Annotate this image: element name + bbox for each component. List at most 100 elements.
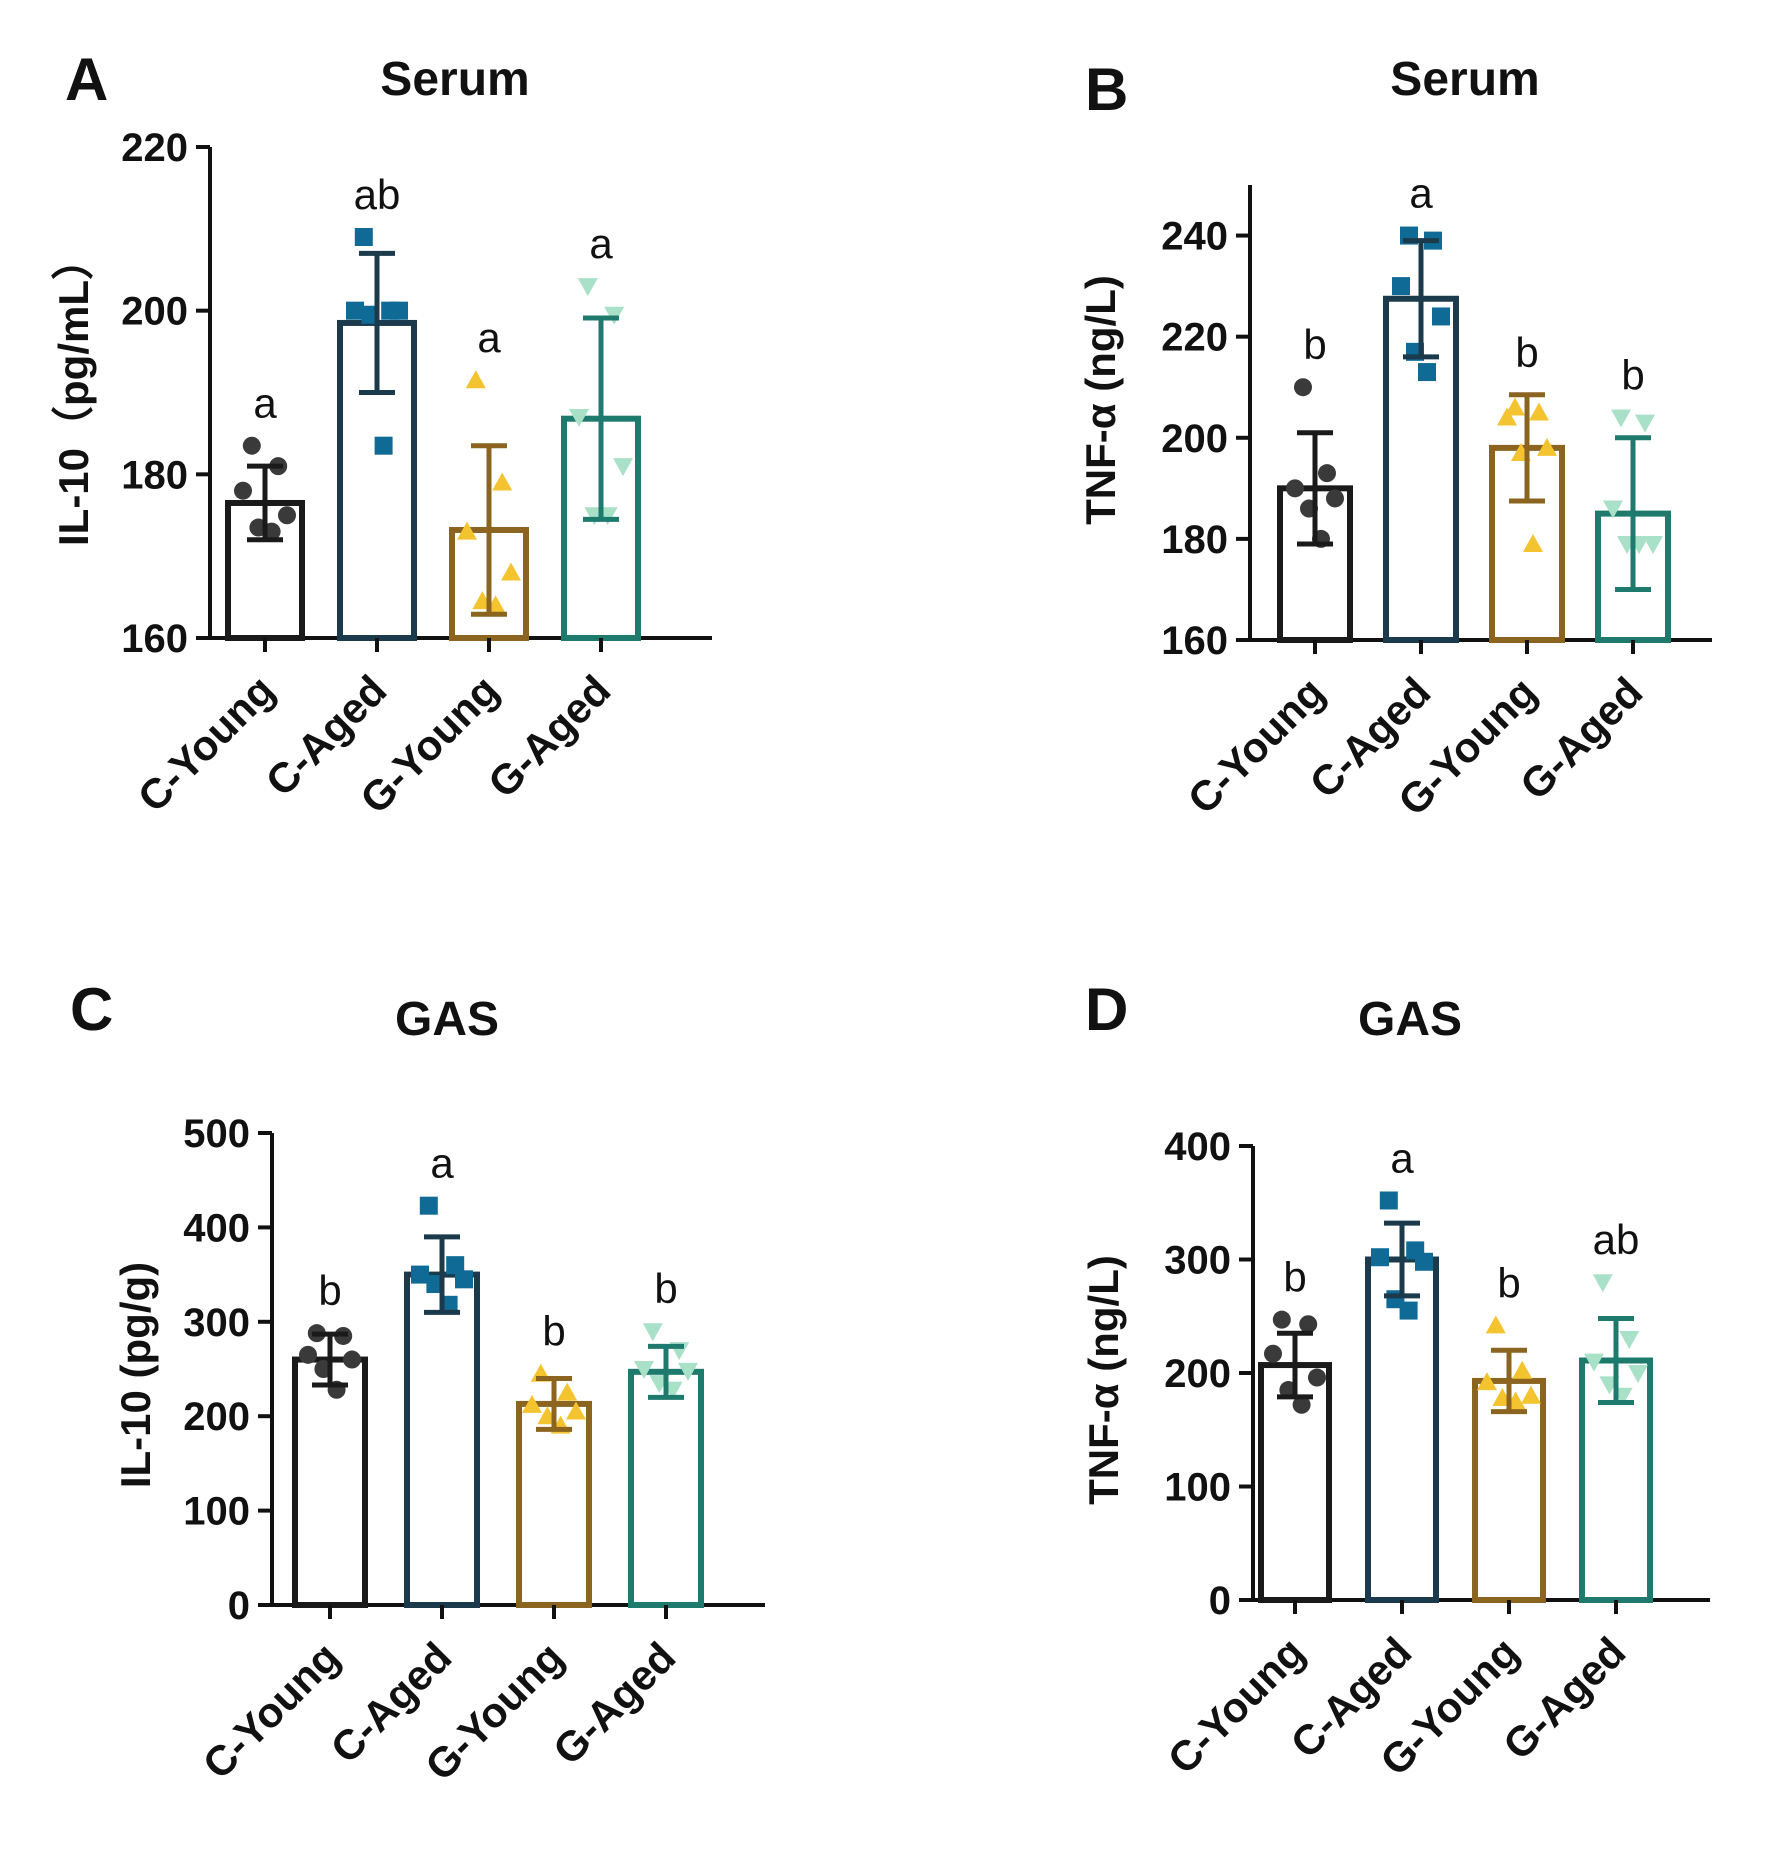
significance-label: b bbox=[1515, 329, 1538, 376]
data-point bbox=[1505, 397, 1525, 416]
data-point bbox=[1399, 1301, 1418, 1320]
panel-letter: C bbox=[70, 976, 113, 1043]
data-point bbox=[1537, 437, 1557, 456]
y-tick-label: 400 bbox=[183, 1206, 250, 1250]
y-tick-label: 100 bbox=[1164, 1466, 1231, 1510]
data-point bbox=[1318, 464, 1336, 483]
data-point bbox=[1521, 1385, 1541, 1404]
data-point bbox=[1264, 1344, 1282, 1363]
y-tick-label: 200 bbox=[183, 1395, 250, 1439]
panel-title: Serum bbox=[380, 53, 529, 106]
data-point bbox=[419, 1196, 438, 1215]
y-tick-label: 240 bbox=[1161, 215, 1228, 259]
y-axis-label: IL-10 (pg/g) bbox=[112, 1262, 159, 1488]
y-tick-label: 0 bbox=[1209, 1579, 1231, 1623]
significance-label: b bbox=[654, 1265, 677, 1312]
significance-label: a bbox=[477, 314, 501, 361]
data-point bbox=[1294, 378, 1312, 397]
data-point bbox=[346, 301, 364, 320]
y-tick-label: 0 bbox=[228, 1584, 250, 1628]
y-tick-label: 100 bbox=[183, 1490, 250, 1534]
data-point bbox=[457, 521, 477, 540]
y-tick-label: 220 bbox=[1161, 316, 1228, 360]
significance-label: b bbox=[318, 1267, 341, 1314]
data-point bbox=[613, 458, 633, 477]
bar bbox=[404, 1271, 480, 1608]
data-point bbox=[1523, 533, 1543, 552]
category-label: C-Young bbox=[1159, 1628, 1314, 1783]
significance-label: ab bbox=[354, 171, 401, 218]
panel-b: B Serum TNF-α (ng/L) 160 180 200 220 240 b C-Youn… bbox=[1077, 53, 1712, 825]
significance-label: a bbox=[430, 1140, 454, 1187]
data-point bbox=[446, 1256, 465, 1275]
data-point bbox=[1432, 307, 1450, 326]
data-point bbox=[455, 1270, 473, 1289]
y-tick-label: 200 bbox=[121, 290, 188, 334]
y-tick-label: 300 bbox=[183, 1301, 250, 1345]
data-point bbox=[234, 481, 252, 500]
significance-label: ab bbox=[1593, 1216, 1640, 1263]
significance-label: a bbox=[1390, 1134, 1414, 1181]
data-point bbox=[1292, 1395, 1311, 1414]
y-axis-label: TNF-α (ng/L) bbox=[1080, 1255, 1127, 1505]
data-point bbox=[1299, 1315, 1318, 1334]
panel-title: GAS bbox=[395, 993, 499, 1046]
panel-c: C GAS IL-10 (pg/g) 0 100 200 300 400 500 b C-Young… bbox=[70, 976, 765, 1790]
panel-a: A Serum IL-10（pg/mL） 160 180 200 220 a C-Young ab… bbox=[50, 46, 712, 823]
data-point bbox=[1392, 277, 1410, 296]
data-point bbox=[354, 228, 373, 247]
panel-letter: A bbox=[65, 46, 108, 113]
y-tick-label: 160 bbox=[1161, 619, 1228, 663]
significance-label: a bbox=[1409, 170, 1433, 217]
significance-label: b bbox=[1283, 1254, 1306, 1301]
y-axis-label: TNF-α (ng/L) bbox=[1077, 275, 1124, 525]
data-point bbox=[1529, 402, 1549, 421]
category-label: G-Aged bbox=[479, 666, 619, 806]
data-point bbox=[501, 562, 521, 581]
data-point bbox=[465, 370, 486, 389]
y-tick-label: 300 bbox=[1164, 1239, 1231, 1283]
panel-letter: D bbox=[1085, 976, 1128, 1043]
significance-label: a bbox=[589, 220, 613, 267]
data-point bbox=[522, 1394, 542, 1413]
bar bbox=[292, 1356, 368, 1609]
data-point bbox=[1497, 407, 1517, 426]
data-point bbox=[1418, 363, 1436, 382]
data-point bbox=[1371, 1248, 1389, 1267]
data-point bbox=[1485, 1315, 1506, 1334]
data-point bbox=[1308, 1368, 1326, 1387]
data-point bbox=[1628, 1365, 1648, 1383]
data-point bbox=[1611, 409, 1631, 428]
data-point bbox=[374, 436, 393, 455]
significance-label: b bbox=[1621, 352, 1644, 399]
data-point bbox=[1635, 414, 1655, 433]
y-tick-label: 160 bbox=[121, 617, 188, 661]
y-tick-label: 180 bbox=[121, 453, 188, 497]
category-label: C-Young bbox=[194, 1633, 349, 1788]
panel-title: Serum bbox=[1390, 53, 1539, 106]
data-point bbox=[278, 506, 296, 525]
data-point bbox=[678, 1362, 698, 1381]
y-tick-label: 500 bbox=[183, 1112, 250, 1156]
data-point bbox=[634, 1361, 654, 1379]
significance-label: b bbox=[1303, 321, 1326, 368]
data-point bbox=[1326, 489, 1344, 508]
data-point bbox=[1415, 1252, 1433, 1271]
category-label: G-Aged bbox=[544, 1633, 684, 1773]
data-point bbox=[1603, 500, 1623, 519]
y-tick-label: 180 bbox=[1161, 518, 1228, 562]
y-tick-label: 200 bbox=[1161, 417, 1228, 461]
data-point bbox=[577, 278, 598, 297]
category-label: C-Young bbox=[1179, 668, 1334, 823]
data-point bbox=[1592, 1274, 1613, 1293]
bar bbox=[516, 1400, 592, 1608]
data-point bbox=[492, 472, 513, 491]
data-point bbox=[1584, 1353, 1604, 1372]
significance-label: b bbox=[542, 1308, 565, 1355]
data-point bbox=[1477, 1372, 1497, 1391]
data-point bbox=[557, 1382, 578, 1401]
data-point bbox=[1512, 1360, 1533, 1379]
data-point bbox=[569, 409, 589, 428]
